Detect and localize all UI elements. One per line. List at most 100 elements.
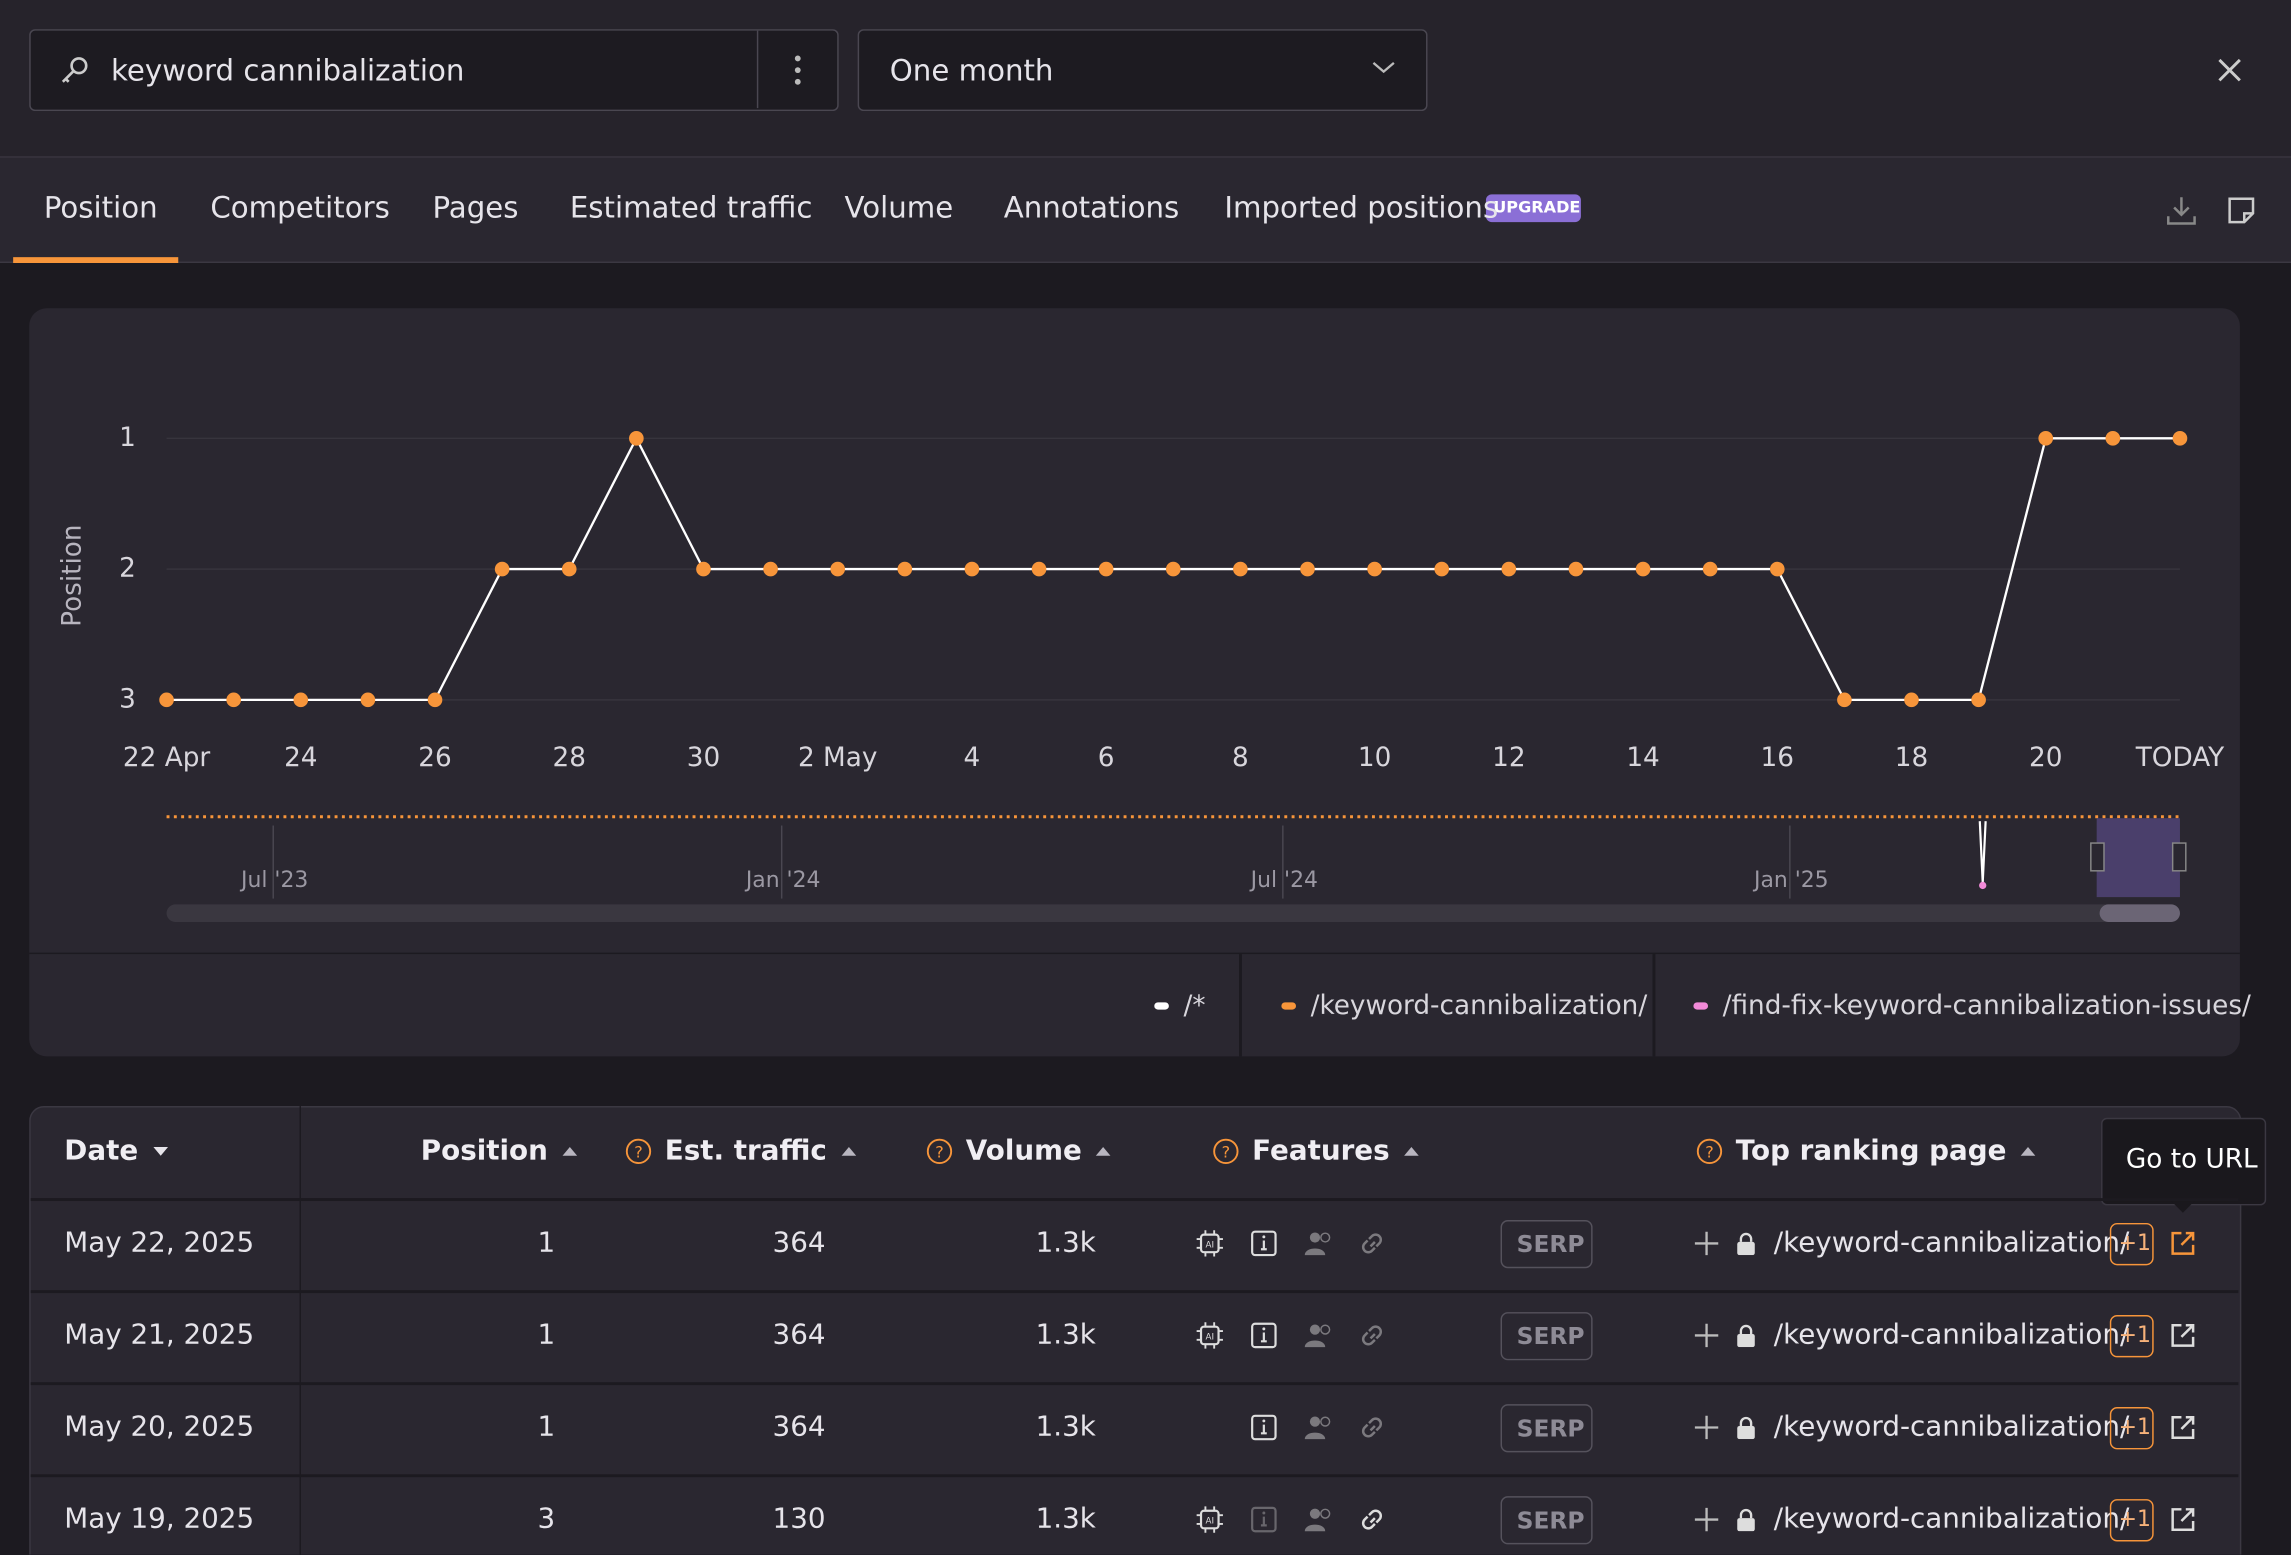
- extra-label[interactable]: +1: [2118, 1413, 2151, 1440]
- data-point: [427, 692, 443, 708]
- column-header[interactable]: Top ranking page: [1735, 1134, 2007, 1167]
- data-point: [1904, 692, 1919, 708]
- data-point: [1702, 561, 1718, 577]
- svg-text:?: ?: [1222, 1142, 1231, 1161]
- extra-box[interactable]: [2109, 1314, 2154, 1358]
- help-icon[interactable]: ?: [1213, 1138, 1239, 1164]
- svg-text:?: ?: [634, 1142, 643, 1161]
- external-link[interactable]: [2170, 1506, 2196, 1532]
- sort-icon[interactable]: [151, 1144, 169, 1159]
- search-box[interactable]: [29, 29, 839, 112]
- serp-button[interactable]: [1500, 1220, 1593, 1269]
- help-icon[interactable]: ?: [1696, 1138, 1723, 1164]
- tab[interactable]: Pages: [432, 189, 519, 226]
- tab[interactable]: Position: [43, 189, 158, 226]
- navigator-selection[interactable]: [2096, 818, 2180, 898]
- legend-sep: [1652, 954, 1656, 1057]
- tab[interactable]: Competitors: [210, 189, 390, 226]
- data-point: [1165, 561, 1181, 577]
- note-icon[interactable]: [2224, 193, 2259, 228]
- extra-box[interactable]: [2109, 1499, 2154, 1542]
- external-link[interactable]: [2170, 1230, 2196, 1256]
- feature-icon: [1304, 1508, 1331, 1532]
- sort-icon[interactable]: [1403, 1144, 1421, 1159]
- serp-button[interactable]: [1500, 1312, 1593, 1361]
- serp-label[interactable]: SERP: [1516, 1414, 1585, 1443]
- feature-icon: [1304, 1232, 1331, 1256]
- x-tick-label: 20: [2029, 743, 2062, 773]
- add-icon[interactable]: [1693, 1230, 1719, 1256]
- data-point: [629, 431, 644, 446]
- column-header[interactable]: Est. traffic: [664, 1134, 827, 1167]
- extra-label[interactable]: +1: [2118, 1321, 2151, 1348]
- page-cell[interactable]: /keyword-cannibalization/: [1773, 1226, 2130, 1259]
- x-tick-label: 6: [1098, 743, 1115, 773]
- lock-icon: [1737, 1232, 1755, 1256]
- serp-label[interactable]: SERP: [1516, 1506, 1585, 1535]
- more-icon[interactable]: [789, 53, 807, 91]
- serp-label[interactable]: SERP: [1516, 1322, 1585, 1351]
- feature-icon: [1251, 1322, 1277, 1349]
- extra-box[interactable]: [2109, 1222, 2154, 1266]
- upgrade-badge[interactable]: UPGRADE: [1493, 197, 1581, 217]
- sort-icon[interactable]: [561, 1144, 579, 1159]
- navigator-handle[interactable]: [2171, 842, 2187, 872]
- add-icon[interactable]: [1693, 1506, 1719, 1532]
- extra-label[interactable]: +1: [2118, 1505, 2151, 1532]
- tab[interactable]: Estimated traffic: [569, 189, 813, 226]
- data-point: [1501, 561, 1517, 577]
- svg-text:?: ?: [935, 1142, 944, 1161]
- external-link[interactable]: [2170, 1322, 2196, 1348]
- data-point: [2038, 431, 2054, 446]
- legend-label: /keyword-cannibalization/: [1311, 991, 1648, 1021]
- add-icon[interactable]: [1693, 1322, 1719, 1348]
- serp-button[interactable]: [1500, 1404, 1593, 1453]
- sort-icon[interactable]: [1095, 1144, 1113, 1159]
- traffic-cell: 130: [772, 1502, 826, 1535]
- data-point: [763, 561, 778, 577]
- data-point: [897, 561, 913, 577]
- divider: [756, 30, 759, 109]
- traffic-cell: 364: [772, 1410, 826, 1443]
- scrollbar: [166, 904, 2180, 922]
- page-cell[interactable]: /keyword-cannibalization/: [1773, 1502, 2130, 1535]
- feature-icon: [1251, 1230, 1277, 1257]
- sort-icon[interactable]: [840, 1144, 858, 1159]
- tab[interactable]: Imported positions: [1224, 189, 1499, 226]
- download-icon[interactable]: [2164, 193, 2199, 228]
- feature-icon: [1361, 1509, 1383, 1530]
- serp-button[interactable]: [1500, 1496, 1593, 1545]
- x-tick-label: 30: [687, 743, 720, 773]
- column-header[interactable]: Date: [64, 1134, 139, 1167]
- position-cell: 1: [537, 1318, 556, 1351]
- page-cell[interactable]: /keyword-cannibalization/: [1773, 1318, 2130, 1351]
- extra-box[interactable]: [2109, 1407, 2154, 1450]
- navigator-dot: [1979, 881, 1987, 890]
- page-cell[interactable]: /keyword-cannibalization/: [1773, 1410, 2130, 1443]
- column-header[interactable]: Features: [1252, 1134, 1390, 1167]
- x-tick-label: 4: [964, 743, 981, 773]
- tab[interactable]: Volume: [844, 189, 954, 226]
- help-icon[interactable]: ?: [625, 1138, 652, 1164]
- serp-label[interactable]: SERP: [1516, 1230, 1585, 1259]
- tab[interactable]: Annotations: [1003, 189, 1180, 226]
- external-link[interactable]: [2170, 1414, 2196, 1440]
- data-point: [1300, 561, 1315, 577]
- navigator-handle[interactable]: [2090, 842, 2105, 872]
- x-tick-label: 22 Apr: [123, 743, 210, 773]
- chevron: [1372, 61, 1395, 74]
- scroll-thumb[interactable]: [2099, 904, 2180, 922]
- data-point: [293, 692, 309, 708]
- extra-label[interactable]: +1: [2118, 1229, 2151, 1256]
- help-icon[interactable]: ?: [926, 1138, 953, 1164]
- column-header[interactable]: Volume: [965, 1134, 1082, 1167]
- period-select[interactable]: [857, 29, 1428, 112]
- sort-icon[interactable]: [2020, 1144, 2038, 1159]
- column-header[interactable]: Position: [420, 1134, 548, 1167]
- date-cell: May 22, 2025: [64, 1226, 255, 1259]
- date-cell: May 19, 2025: [64, 1502, 255, 1535]
- volume-cell: 1.3k: [1035, 1226, 1096, 1259]
- legend-sep: [1239, 954, 1242, 1057]
- close-icon[interactable]: [2215, 56, 2244, 85]
- add-icon[interactable]: [1693, 1414, 1719, 1440]
